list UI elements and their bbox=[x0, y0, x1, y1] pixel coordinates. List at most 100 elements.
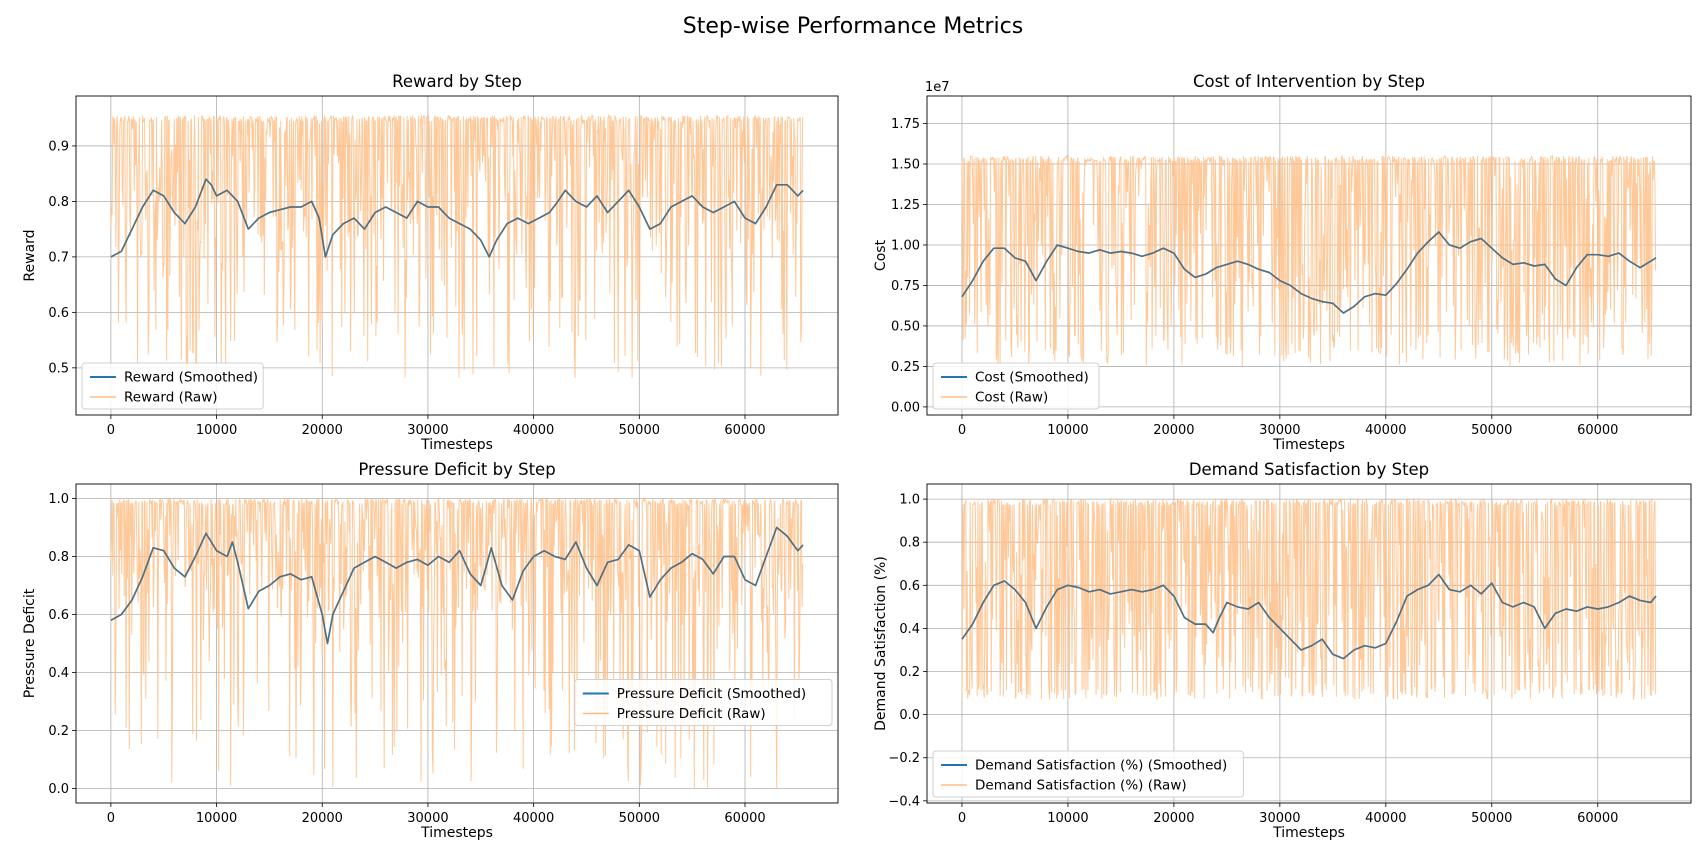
y-axis-label: Cost bbox=[873, 239, 889, 271]
y-tick-label: 0.6 bbox=[899, 579, 920, 594]
x-tick-label: 60000 bbox=[1577, 811, 1618, 826]
y-tick-label: 1.25 bbox=[891, 198, 920, 213]
x-tick-label: 30000 bbox=[407, 423, 448, 438]
smoothed-series-line bbox=[961, 231, 1657, 314]
raw-series-line bbox=[110, 496, 804, 789]
y-tick-label: 1.0 bbox=[899, 493, 920, 508]
plot-frame bbox=[926, 95, 1692, 416]
y-tick-label: 0.6 bbox=[48, 608, 69, 623]
plot-frame bbox=[75, 483, 839, 804]
plot-frame bbox=[75, 95, 839, 416]
x-tick-label: 0 bbox=[958, 811, 966, 826]
legend: Demand Satisfaction (%) (Smoothed) Demand… bbox=[932, 750, 1244, 798]
subplot-title: Cost of Intervention by Step bbox=[1193, 72, 1425, 91]
x-tick-label: 0 bbox=[958, 423, 966, 438]
raw-series-line bbox=[961, 497, 1657, 701]
x-tick-label: 10000 bbox=[196, 423, 237, 438]
x-tick-label: 50000 bbox=[619, 811, 660, 826]
y-tick-label: 0.50 bbox=[891, 319, 920, 334]
subplot-title: Demand Satisfaction by Step bbox=[1189, 460, 1429, 479]
legend-box bbox=[932, 750, 1244, 798]
plot-frame bbox=[926, 483, 1692, 804]
x-tick-label: 0 bbox=[107, 811, 115, 826]
y-tick-label: 0.4 bbox=[48, 666, 69, 681]
x-axis-label: Timesteps bbox=[420, 437, 493, 453]
x-tick-label: 40000 bbox=[1365, 811, 1406, 826]
legend-label: Cost (Smoothed) bbox=[975, 370, 1089, 386]
y-tick-label: 0.75 bbox=[891, 279, 920, 294]
y-tick-label: 0.8 bbox=[899, 536, 920, 551]
x-tick-label: 20000 bbox=[1153, 423, 1194, 438]
legend-box bbox=[81, 362, 264, 410]
y-tick-label: 0.7 bbox=[48, 250, 69, 265]
legend-label: Reward (Raw) bbox=[124, 390, 218, 406]
legend-label: Pressure Deficit (Smoothed) bbox=[617, 686, 806, 702]
x-tick-label: 40000 bbox=[1365, 423, 1406, 438]
legend-label: Pressure Deficit (Raw) bbox=[617, 706, 766, 722]
y-tick-label: 0.5 bbox=[48, 361, 69, 376]
legend-label: Reward (Smoothed) bbox=[124, 370, 258, 386]
x-tick-label: 10000 bbox=[1047, 811, 1088, 826]
x-tick-label: 0 bbox=[107, 423, 115, 438]
y-tick-label: 0.8 bbox=[48, 195, 69, 210]
y-tick-label: 0.0 bbox=[48, 782, 69, 797]
y-tick-label: 0.8 bbox=[48, 550, 69, 565]
subplot-4: 0 10000 20000 30000 40000 50000 60000 −0.4 −0.2 0… bbox=[873, 460, 1692, 841]
legend: Reward (Smoothed) Reward (Raw) bbox=[81, 362, 264, 410]
legend-box bbox=[932, 362, 1100, 410]
x-tick-label: 40000 bbox=[513, 423, 554, 438]
grid bbox=[76, 484, 838, 803]
y-tick-label: 0.9 bbox=[48, 139, 69, 154]
x-tick-label: 40000 bbox=[513, 811, 554, 826]
legend: Cost (Smoothed) Cost (Raw) bbox=[932, 362, 1100, 410]
figure-title: Step-wise Performance Metrics bbox=[683, 14, 1023, 39]
y-tick-label: 0.25 bbox=[891, 360, 920, 375]
x-tick-label: 20000 bbox=[1153, 811, 1194, 826]
y-tick-label: 0.0 bbox=[899, 708, 920, 723]
x-tick-label: 50000 bbox=[1471, 811, 1512, 826]
x-tick-label: 60000 bbox=[1577, 423, 1618, 438]
x-tick-label: 20000 bbox=[302, 811, 343, 826]
smoothed-series-line bbox=[961, 573, 1657, 660]
x-tick-label: 30000 bbox=[407, 811, 448, 826]
x-tick-label: 60000 bbox=[724, 423, 765, 438]
x-tick-label: 10000 bbox=[1047, 423, 1088, 438]
x-tick-label: 20000 bbox=[302, 423, 343, 438]
y-tick-label: 1.00 bbox=[891, 238, 920, 253]
x-tick-label: 60000 bbox=[724, 811, 765, 826]
smoothed-series-line bbox=[110, 178, 804, 258]
x-tick-label: 50000 bbox=[1471, 423, 1512, 438]
y-tick-label: 1.0 bbox=[48, 492, 69, 507]
y-tick-label: 0.6 bbox=[48, 306, 69, 321]
x-axis-label: Timesteps bbox=[1272, 437, 1345, 453]
legend-label: Demand Satisfaction (%) (Smoothed) bbox=[975, 758, 1227, 774]
x-axis-label: Timesteps bbox=[1272, 825, 1345, 841]
legend-box bbox=[574, 679, 833, 726]
subplot-1: 0 10000 20000 30000 40000 50000 60000 0.5 0.6 0.7… bbox=[22, 72, 839, 453]
legend: Pressure Deficit (Smoothed) Pressure Defi… bbox=[574, 679, 833, 726]
subplot-title: Reward by Step bbox=[392, 72, 522, 91]
legend-label: Cost (Raw) bbox=[975, 390, 1048, 406]
y-tick-label: 0.2 bbox=[899, 665, 920, 680]
raw-series-line bbox=[110, 113, 804, 379]
axis-offset-label: 1e7 bbox=[925, 80, 950, 95]
subplot-3: 0 10000 20000 30000 40000 50000 60000 0.0 0.2 0.4… bbox=[22, 460, 839, 841]
y-axis-label: Demand Satisfaction (%) bbox=[873, 556, 889, 731]
x-tick-label: 30000 bbox=[1259, 423, 1300, 438]
y-tick-label: 1.75 bbox=[891, 117, 920, 132]
y-tick-label: 0.2 bbox=[48, 724, 69, 739]
x-tick-label: 50000 bbox=[619, 423, 660, 438]
y-tick-label: −0.2 bbox=[888, 751, 920, 766]
y-tick-label: −0.4 bbox=[888, 794, 920, 809]
subplot-title: Pressure Deficit by Step bbox=[358, 460, 555, 479]
y-tick-label: 1.50 bbox=[891, 158, 920, 173]
y-axis-label: Reward bbox=[22, 229, 38, 281]
y-tick-label: 0.4 bbox=[899, 622, 920, 637]
y-axis-label: Pressure Deficit bbox=[22, 588, 38, 698]
legend-label: Demand Satisfaction (%) (Raw) bbox=[975, 778, 1187, 794]
x-tick-label: 10000 bbox=[196, 811, 237, 826]
raw-series-line bbox=[961, 154, 1657, 367]
subplot-2: 0 10000 20000 30000 40000 50000 60000 0.00 0.25 0… bbox=[873, 72, 1692, 453]
y-tick-label: 0.00 bbox=[891, 400, 920, 415]
